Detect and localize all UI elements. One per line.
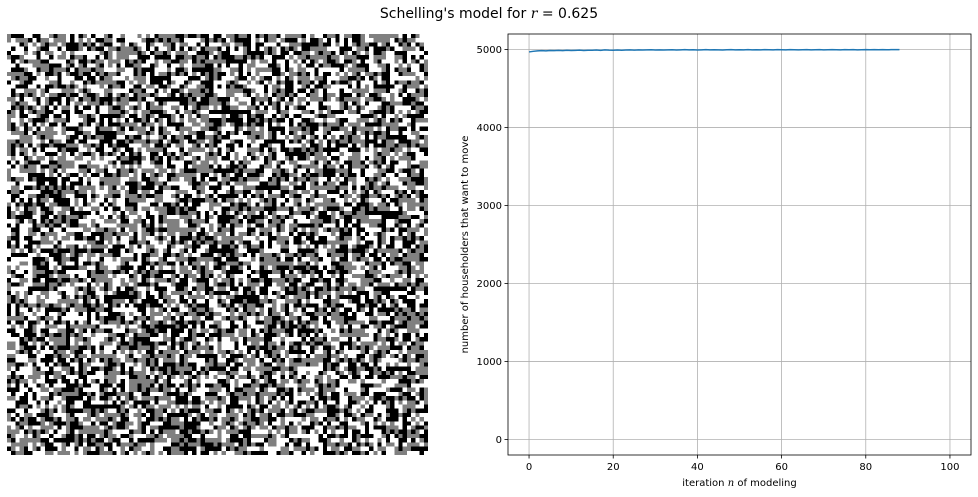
y-tick-label: 4000	[477, 123, 502, 134]
x-tick-label: 40	[691, 462, 704, 473]
x-tick-label: 0	[526, 462, 532, 473]
x-tick-label: 100	[940, 462, 959, 473]
x-axis-label: iteration n of modeling	[682, 478, 797, 489]
title-math-variable: r	[530, 6, 538, 22]
x-tick-label: 60	[775, 462, 788, 473]
x-axis-label-suffix: of modeling	[734, 478, 797, 489]
plot-axes-frame	[507, 33, 972, 456]
segregation-grid	[7, 34, 428, 455]
plot-data-layer	[528, 48, 900, 53]
plot-gridlines	[508, 34, 971, 455]
title-prefix: Schelling's model for	[379, 6, 531, 22]
x-tick-label: 80	[859, 462, 872, 473]
title-math-value: = 0.625	[537, 6, 599, 22]
x-axis-label-variable: n	[728, 478, 734, 489]
x-tick-label: 20	[607, 462, 620, 473]
y-tick-label: 0	[496, 435, 502, 446]
y-tick-label: 1000	[477, 357, 502, 368]
y-tick-label: 3000	[477, 201, 502, 212]
y-tick-label: 5000	[477, 45, 502, 56]
grid-canvas	[7, 34, 428, 455]
x-axis-label-prefix: iteration	[682, 478, 727, 489]
figure-title: Schelling's model for r = 0.625	[0, 6, 978, 22]
y-axis-label: number of householders that want to move	[460, 136, 471, 354]
series-line	[528, 48, 900, 53]
y-tick-label: 2000	[477, 279, 502, 290]
